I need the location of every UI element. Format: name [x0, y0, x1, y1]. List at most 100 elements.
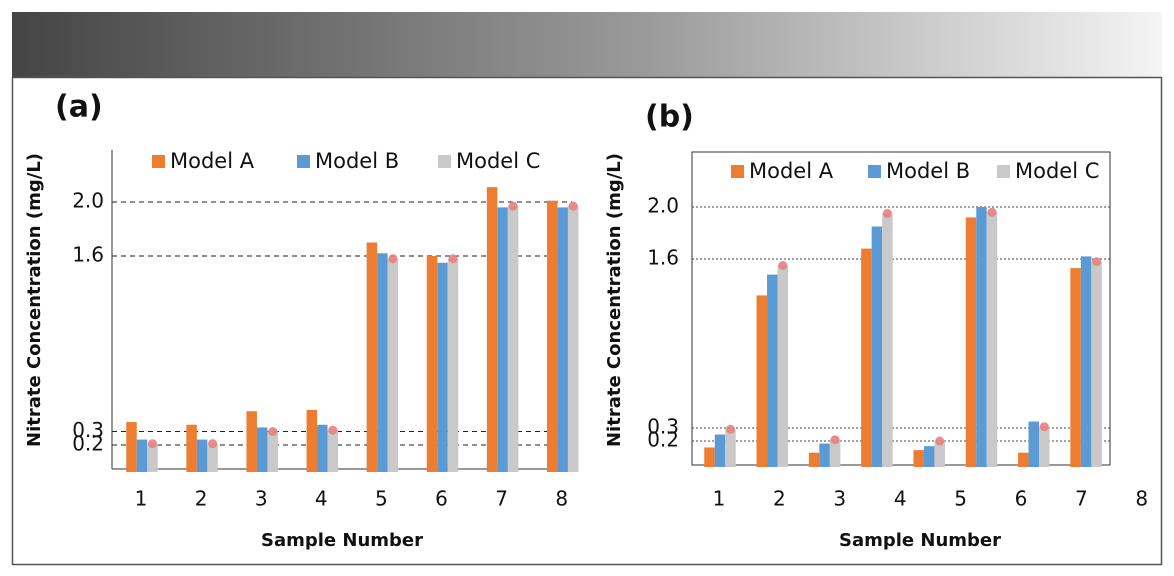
x-tick-label: 4 — [315, 487, 328, 511]
reference-dot — [778, 261, 788, 270]
y-tick-label: 0.3 — [72, 418, 104, 442]
bar — [437, 262, 448, 472]
y-tick-label: 1.6 — [72, 243, 104, 267]
x-tick-label: 2 — [195, 487, 208, 511]
bar — [965, 217, 977, 467]
reference-dot — [882, 209, 892, 218]
bar — [256, 427, 268, 472]
bar — [507, 206, 519, 473]
reference-dot — [726, 424, 735, 434]
bar — [829, 439, 841, 467]
reference-dot — [328, 425, 338, 435]
bar — [447, 258, 459, 472]
panel-label: (a) — [55, 90, 103, 125]
legend-label: Model A — [749, 159, 834, 183]
y-axis-title: Nitrate Concentration (mg/L) — [24, 153, 45, 447]
panel-label: (b) — [645, 100, 694, 135]
bar — [934, 441, 945, 467]
x-tick-label: 1 — [713, 487, 726, 511]
bar — [186, 424, 197, 472]
x-axis-title: Sample Number — [839, 530, 1001, 551]
bar — [426, 256, 438, 472]
reference-dot — [830, 435, 840, 445]
bar — [497, 207, 508, 472]
bar — [756, 295, 768, 467]
figure-frame — [11, 76, 1163, 566]
bar — [777, 265, 789, 467]
x-tick-label: 8 — [555, 487, 568, 511]
bar — [306, 409, 318, 472]
bar — [1028, 421, 1040, 467]
bar — [136, 439, 148, 472]
reference-dot — [1039, 422, 1049, 432]
bar — [725, 429, 736, 467]
bar — [871, 226, 883, 467]
legend-swatch — [152, 155, 165, 168]
x-tick-label: 4 — [894, 487, 907, 511]
legend-swatch — [868, 165, 881, 178]
y-tick-label: 2.0 — [72, 189, 104, 213]
reference-dot — [935, 436, 945, 446]
bar — [1039, 426, 1050, 467]
bar — [986, 212, 998, 467]
bar — [1018, 452, 1029, 467]
bar — [861, 248, 872, 467]
bar — [557, 207, 568, 472]
reference-dot — [148, 439, 157, 449]
x-tick-label: 7 — [495, 487, 508, 511]
y-tick-label: 2.0 — [647, 194, 679, 218]
reference-dot — [1092, 257, 1102, 267]
x-tick-label: 8 — [1135, 487, 1148, 511]
bar — [207, 443, 218, 472]
reference-dot — [268, 427, 278, 436]
reference-dot — [568, 201, 578, 211]
bar — [808, 452, 820, 467]
y-tick-label: 1.6 — [647, 246, 679, 270]
bar — [196, 439, 208, 472]
bar — [882, 213, 893, 467]
header-band — [12, 12, 1162, 77]
x-tick-label: 7 — [1075, 487, 1088, 511]
bar — [317, 424, 328, 472]
bar — [913, 450, 924, 467]
bar — [767, 274, 778, 467]
x-tick-label: 6 — [435, 487, 448, 511]
bar — [377, 253, 388, 472]
bar — [1080, 256, 1092, 467]
bar — [1070, 268, 1081, 467]
x-tick-label: 1 — [135, 487, 148, 511]
bar — [486, 187, 498, 472]
reference-dot — [508, 201, 518, 211]
legend-label: Model C — [456, 149, 540, 173]
legend-label: Model C — [1015, 159, 1099, 183]
y-tick-label: 0.2 — [72, 432, 104, 456]
x-tick-label: 2 — [773, 487, 786, 511]
y-tick-label: 0.3 — [647, 415, 679, 439]
bar — [147, 443, 158, 472]
x-axis-title: Sample Number — [261, 530, 423, 551]
bar — [126, 422, 137, 472]
bar — [246, 411, 257, 472]
x-tick-label: 5 — [375, 487, 388, 511]
bar — [567, 206, 579, 473]
bar — [267, 431, 278, 472]
bar — [327, 430, 339, 472]
legend-label: Model B — [315, 149, 399, 173]
reference-dot — [208, 439, 218, 449]
x-tick-label: 6 — [1015, 487, 1028, 511]
legend-swatch — [997, 165, 1010, 178]
reference-dot — [987, 207, 997, 217]
bar — [976, 207, 987, 467]
reference-dot — [388, 254, 398, 264]
reference-dot — [448, 254, 458, 264]
legend-label: Model A — [170, 149, 255, 173]
bar — [366, 242, 378, 472]
y-tick-label: 0.2 — [647, 428, 679, 452]
legend-label: Model B — [886, 159, 970, 183]
bar — [546, 200, 558, 472]
bar — [1091, 261, 1102, 467]
bar — [819, 443, 830, 467]
x-tick-label: 5 — [954, 487, 967, 511]
